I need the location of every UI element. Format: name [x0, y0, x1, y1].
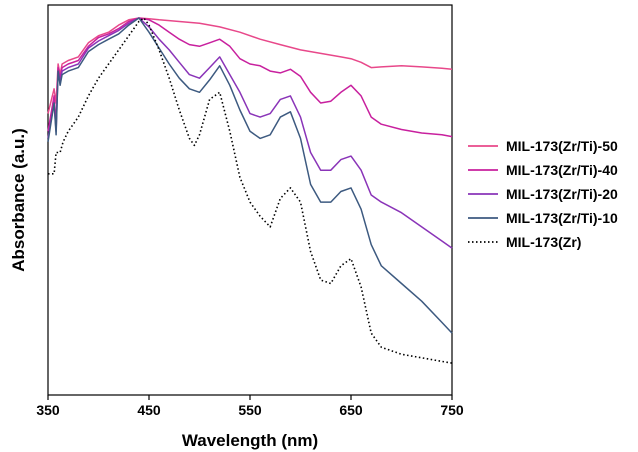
x-tick-label: 550 — [238, 402, 262, 418]
series-line-5 — [48, 17, 453, 364]
y-axis-title: Absorbance (a.u.) — [9, 128, 28, 272]
legend-label-2: MIL-173(Zr/Ti)-40 — [506, 162, 618, 178]
legend-label-1: MIL-173(Zr/Ti)-50 — [506, 138, 618, 154]
series-line-3 — [47, 17, 453, 249]
series-line-4 — [47, 17, 453, 334]
series-line-1 — [47, 17, 453, 114]
series-layer — [47, 17, 453, 364]
x-tick-label: 450 — [137, 402, 161, 418]
legend: MIL-173(Zr/Ti)-50 MIL-173(Zr/Ti)-40 MIL-17… — [468, 138, 618, 250]
x-tick-label: 750 — [440, 402, 464, 418]
x-axis-ticks: 350 450 550 650 750 — [36, 395, 464, 418]
legend-label-3: MIL-173(Zr/Ti)-20 — [506, 186, 618, 202]
legend-label-5: MIL-173(Zr) — [506, 234, 581, 250]
legend-label-4: MIL-173(Zr/Ti)-10 — [506, 210, 618, 226]
x-axis-title: Wavelength (nm) — [182, 431, 318, 450]
plot-area: 350 450 550 650 750 — [36, 4, 464, 418]
x-tick-label: 650 — [339, 402, 363, 418]
series-line-2 — [47, 17, 453, 138]
x-tick-label: 350 — [36, 402, 60, 418]
